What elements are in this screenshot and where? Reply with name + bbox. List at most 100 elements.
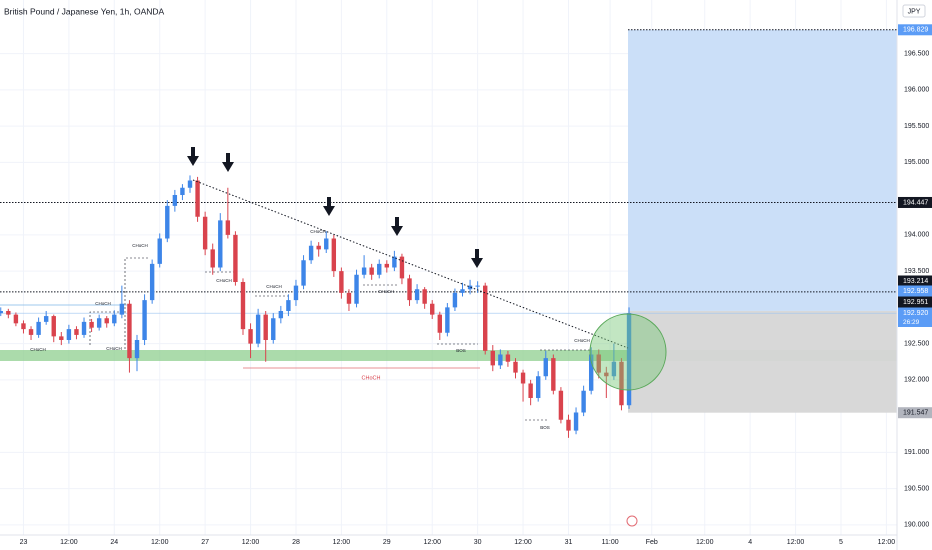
candle-body bbox=[498, 354, 503, 366]
stop-area bbox=[628, 310, 897, 413]
candle-body bbox=[558, 390, 564, 420]
candle-body bbox=[331, 238, 337, 272]
candle-body bbox=[316, 245, 321, 250]
candle-body bbox=[202, 216, 208, 250]
annotation: BOS bbox=[456, 348, 466, 353]
annotation: BOS bbox=[540, 425, 550, 430]
y-tick-label: 196.500 bbox=[904, 50, 929, 57]
candle-body bbox=[134, 339, 140, 359]
candle-body bbox=[271, 318, 276, 340]
candle-body bbox=[604, 372, 609, 377]
candle-body bbox=[520, 372, 526, 384]
candle-body bbox=[308, 245, 314, 261]
candle-body bbox=[43, 316, 49, 322]
logo bbox=[626, 515, 638, 527]
y-tick-label: 191.000 bbox=[904, 449, 929, 456]
price-tag bbox=[898, 307, 932, 319]
currency: JPY bbox=[908, 8, 921, 15]
price-tag-label: 192.958 bbox=[903, 288, 928, 295]
candle-body bbox=[483, 285, 488, 351]
annotation: CHoCH bbox=[95, 301, 111, 306]
annotation: CHoCH bbox=[378, 289, 394, 294]
price-tag-label: 193.214 bbox=[903, 278, 928, 285]
candle-body bbox=[543, 358, 548, 377]
demand-zone bbox=[0, 350, 897, 361]
countdown-box bbox=[898, 318, 932, 327]
price-tag bbox=[898, 285, 932, 297]
x-tick-label: 12:00 bbox=[787, 539, 805, 546]
candle-body bbox=[278, 310, 284, 319]
candle-body bbox=[392, 256, 397, 268]
candle-body bbox=[263, 314, 268, 340]
x-tick-label: 24 bbox=[110, 539, 118, 546]
candle-body bbox=[286, 300, 291, 311]
candle-body bbox=[119, 303, 125, 315]
drawing-layer bbox=[0, 29, 897, 421]
arrow bbox=[222, 153, 234, 172]
candle-body bbox=[445, 307, 450, 333]
price-tag bbox=[898, 275, 932, 287]
candle-body bbox=[240, 281, 246, 330]
candle-body bbox=[430, 303, 435, 315]
candle-body bbox=[566, 419, 571, 431]
x-tick-label: 12:00 bbox=[696, 539, 714, 546]
candle-body bbox=[626, 313, 632, 406]
x-tick-label: 4 bbox=[748, 539, 752, 546]
candle-body bbox=[505, 354, 511, 362]
candle-body bbox=[6, 310, 11, 315]
x-tick-label: 27 bbox=[201, 539, 209, 546]
x-tick-label: 23 bbox=[20, 539, 28, 546]
overlay-layer: CHoCH CHoCH CHoCH CHoCH CHoCH CHoCH CHoCH CHoCH… bbox=[30, 147, 667, 527]
candle-body bbox=[36, 321, 41, 335]
arrow bbox=[187, 147, 199, 166]
candle-body bbox=[0, 310, 3, 314]
y-tick-label: 190.000 bbox=[904, 522, 929, 529]
candle-body bbox=[165, 205, 170, 239]
candle-layer bbox=[0, 175, 632, 438]
highlight-circle bbox=[589, 313, 667, 391]
x-tick-label: 12:00 bbox=[242, 539, 260, 546]
candle-body bbox=[233, 234, 238, 282]
y-tick-label: 190.500 bbox=[904, 485, 929, 492]
x-tick-label: 5 bbox=[839, 539, 843, 546]
candle-body bbox=[157, 238, 162, 264]
candle-body bbox=[536, 376, 541, 398]
price-tag bbox=[898, 407, 932, 419]
candle-body bbox=[210, 249, 215, 268]
candle-body bbox=[218, 220, 223, 268]
candle-body bbox=[551, 358, 556, 391]
candle-body bbox=[588, 354, 594, 391]
chart-title: British Pound / Japanese Yen, 1h, OANDA bbox=[4, 6, 165, 16]
x-tick-label: 28 bbox=[292, 539, 300, 546]
candle-body bbox=[407, 278, 412, 301]
price-tag-label: 191.547 bbox=[903, 410, 928, 417]
annotation: CHoCH bbox=[310, 229, 326, 234]
candle-body bbox=[127, 303, 132, 359]
candle-body bbox=[225, 220, 231, 235]
candle-body bbox=[172, 195, 178, 206]
candle-body bbox=[354, 274, 359, 304]
currency-box[interactable] bbox=[902, 4, 926, 18]
x-tick-label: 29 bbox=[383, 539, 391, 546]
candle-body bbox=[149, 263, 155, 301]
annotation: CHoCH bbox=[574, 338, 590, 343]
price-tag-label: 196.829 bbox=[903, 27, 928, 34]
candle-body bbox=[513, 361, 518, 373]
candle-body bbox=[74, 329, 79, 335]
x-tick-label: 12:00 bbox=[423, 539, 441, 546]
candle-body bbox=[384, 263, 390, 268]
candle-body bbox=[619, 361, 624, 406]
candle-body bbox=[399, 256, 405, 279]
candle-body bbox=[452, 292, 458, 308]
x-tick-label: 11:00 bbox=[602, 539, 619, 546]
candle-body bbox=[339, 271, 344, 293]
x-tick-label: 12:00 bbox=[151, 539, 169, 546]
candle-body bbox=[377, 263, 382, 275]
candle-body bbox=[422, 289, 427, 304]
y-tick-label: 193.500 bbox=[904, 268, 929, 275]
x-tick-label: 12:00 bbox=[514, 539, 532, 546]
candle-body bbox=[81, 321, 87, 335]
candle-body bbox=[611, 361, 617, 377]
